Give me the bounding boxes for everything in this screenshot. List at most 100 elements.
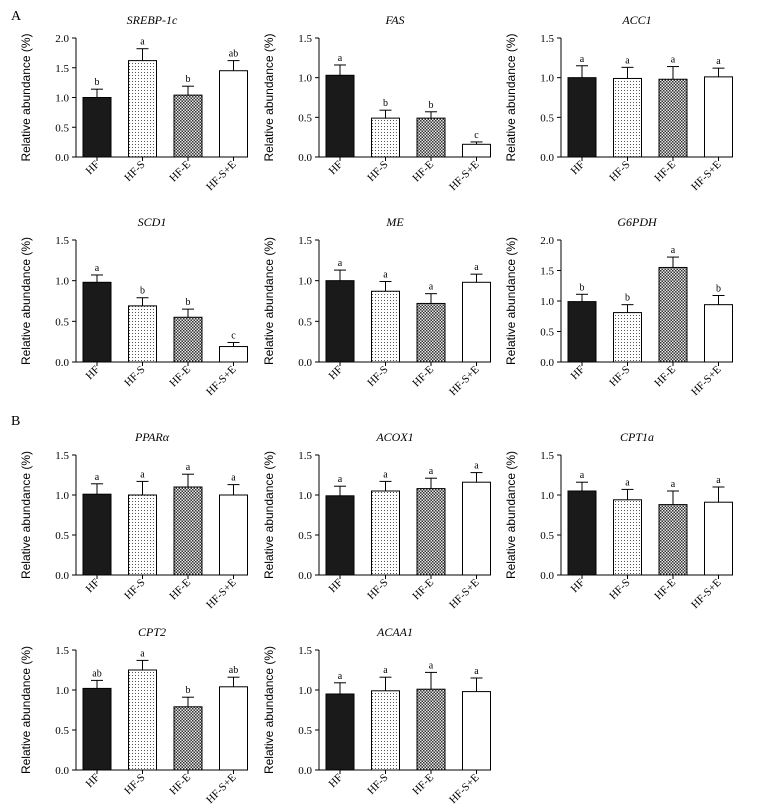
- y-tick-label: 1.0: [55, 276, 69, 288]
- x-tick-label: HF: [327, 364, 345, 382]
- significance-letter: a: [95, 263, 100, 274]
- significance-letter: a: [580, 470, 585, 481]
- bar-hf-e: [173, 486, 203, 576]
- y-axis-label: Relative abundance (%): [19, 451, 33, 579]
- chart-title: CPT2: [138, 625, 166, 639]
- significance-letter: b: [383, 98, 388, 109]
- bar-hf-s-e: [462, 691, 491, 771]
- significance-letter: a: [716, 56, 721, 67]
- y-tick-label: 0.0: [298, 357, 312, 369]
- chart-cpt1a: CPT1a Relative abundance (%) 0.0 0.5 1.0 1.5 a…: [504, 430, 733, 611]
- bar-hf: [82, 97, 112, 158]
- significance-letter: a: [671, 55, 676, 66]
- y-axis-label: Relative abundance (%): [19, 237, 33, 365]
- x-tick-label: HF-S: [365, 772, 390, 797]
- x-tick-label: HF-S+E: [204, 771, 239, 806]
- significance-letter: b: [580, 282, 585, 293]
- x-tick-label: HF: [569, 159, 587, 177]
- significance-letter: a: [383, 469, 388, 480]
- significance-letter: a: [338, 671, 343, 682]
- y-axis-label: Relative abundance (%): [262, 237, 276, 365]
- bar-hf-s-e: [462, 481, 491, 576]
- bar-hf-s: [128, 60, 157, 158]
- x-tick-label: HF-S+E: [447, 576, 482, 611]
- y-axis-label: Relative abundance (%): [262, 646, 276, 774]
- x-tick-label: HF-S: [607, 577, 632, 602]
- x-tick-label: HF-S+E: [447, 771, 482, 806]
- x-tick-label: HF-S: [365, 577, 390, 602]
- significance-letter: b: [186, 685, 191, 696]
- significance-letter: c: [231, 330, 236, 341]
- y-tick-label: 0.5: [540, 327, 554, 339]
- x-tick-label: HF-S+E: [204, 158, 239, 193]
- chart-title: ACAA1: [376, 625, 413, 639]
- bar-hf-e: [173, 316, 203, 363]
- y-tick-label: 0.0: [540, 152, 554, 164]
- y-axis-label: Relative abundance (%): [504, 237, 518, 365]
- x-tick-label: HF-E: [410, 576, 436, 602]
- bar-hf-s: [128, 494, 157, 576]
- y-tick-label: 1.0: [55, 490, 69, 502]
- bar-hf: [567, 77, 597, 158]
- x-tick-label: HF-S: [122, 159, 147, 184]
- significance-letter: a: [474, 461, 479, 472]
- x-tick-label: HF-S+E: [204, 363, 239, 398]
- significance-letter: b: [95, 77, 100, 88]
- significance-letter: b: [429, 100, 434, 111]
- x-tick-label: HF-S: [122, 364, 147, 389]
- bar-hf: [82, 687, 112, 771]
- y-tick-label: 0.5: [55, 316, 69, 328]
- y-tick-label: 0.0: [55, 152, 69, 164]
- x-tick-label: HF-S: [607, 364, 632, 389]
- y-tick-label: 1.5: [540, 450, 554, 462]
- chart-title: ACOX1: [375, 430, 413, 444]
- x-tick-label: HF: [327, 772, 345, 790]
- bar-hf-e: [416, 117, 446, 158]
- y-axis-label: Relative abundance (%): [262, 451, 276, 579]
- y-tick-label: 1.5: [540, 33, 554, 45]
- significance-letter: a: [429, 660, 434, 671]
- bar-hf: [82, 281, 112, 363]
- bar-hf-e: [416, 488, 446, 576]
- bar-hf-e: [173, 706, 203, 771]
- y-tick-label: 0.0: [298, 152, 312, 164]
- bar-hf-s: [371, 117, 400, 158]
- significance-letter: c: [474, 130, 479, 141]
- x-tick-label: HF-E: [167, 576, 193, 602]
- x-tick-label: HF: [327, 159, 345, 177]
- y-tick-label: 1.5: [55, 235, 69, 247]
- bar-hf: [567, 490, 597, 576]
- y-axis-label: Relative abundance (%): [504, 33, 518, 161]
- bar-hf-s-e: [219, 346, 248, 363]
- x-tick-label: HF-E: [167, 158, 193, 184]
- x-tick-label: HF-E: [652, 576, 678, 602]
- y-tick-label: 1.0: [298, 490, 312, 502]
- y-tick-label: 0.5: [298, 112, 312, 124]
- significance-letter: a: [186, 462, 191, 473]
- chart-title: ACC1: [621, 13, 651, 27]
- bar-hf-s: [613, 499, 642, 576]
- bar-hf: [325, 74, 355, 158]
- significance-letter: a: [429, 466, 434, 477]
- chart-ppar-: PPARα Relative abundance (%) 0.0 0.5 1.0 1.5 a…: [19, 430, 248, 611]
- bar-hf: [325, 495, 355, 576]
- y-tick-label: 0.5: [540, 530, 554, 542]
- x-tick-label: HF: [569, 364, 587, 382]
- y-tick-label: 0.5: [540, 112, 554, 124]
- x-tick-label: HF: [327, 577, 345, 595]
- significance-letter: a: [338, 53, 343, 64]
- significance-letter: b: [140, 286, 145, 297]
- y-axis-label: Relative abundance (%): [262, 33, 276, 161]
- significance-letter: b: [186, 74, 191, 85]
- significance-letter: b: [186, 297, 191, 308]
- bar-hf: [325, 280, 355, 363]
- x-tick-label: HF: [84, 364, 102, 382]
- significance-letter: a: [338, 474, 343, 485]
- y-axis-label: Relative abundance (%): [504, 451, 518, 579]
- x-tick-label: HF-S: [365, 364, 390, 389]
- y-tick-label: 0.0: [55, 570, 69, 582]
- significance-letter: a: [474, 262, 479, 273]
- x-tick-label: HF: [84, 772, 102, 790]
- chart-acaa1: ACAA1 Relative abundance (%) 0.0 0.5 1.0 1.5 a…: [262, 625, 491, 806]
- bar-hf-e: [658, 266, 688, 363]
